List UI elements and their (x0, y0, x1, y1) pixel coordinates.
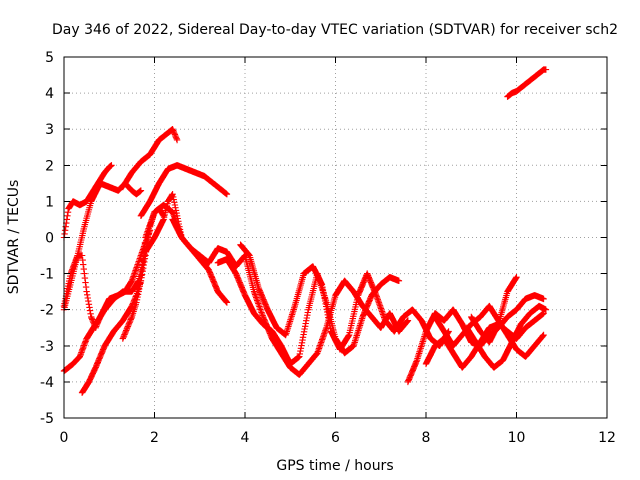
series-track-h (119, 205, 167, 342)
plus-markers (119, 126, 181, 191)
data-series (60, 66, 550, 396)
plus-markers (431, 302, 547, 360)
chart-title: Day 346 of 2022, Sidereal Day-to-day VTE… (52, 22, 618, 38)
series-track-c (119, 126, 181, 191)
plus-markers (137, 162, 231, 219)
y-tick-label: 5 (45, 50, 54, 66)
y-tick-label: 1 (45, 194, 54, 210)
y-tick-label: 3 (45, 122, 54, 138)
x-tick-label: 12 (598, 430, 616, 446)
plus-markers (60, 191, 185, 375)
plus-markers (504, 66, 550, 100)
series-track-o (463, 302, 550, 371)
y-tick-label: -2 (40, 303, 54, 319)
y-tick-label: -1 (40, 267, 54, 283)
series-track-p (468, 274, 520, 346)
plus-markers (468, 274, 520, 346)
y-tick-label: -5 (40, 411, 54, 427)
series-track-n (431, 302, 547, 360)
x-tick-label: 6 (331, 430, 340, 446)
x-tick-label: 2 (150, 430, 159, 446)
x-tick-label: 4 (241, 430, 250, 446)
x-axis-label: GPS time / hours (276, 458, 393, 474)
y-axis-label: SDTVAR / TECUs (6, 180, 22, 295)
plus-markers (463, 302, 550, 371)
y-tick-label: 4 (45, 86, 54, 102)
x-tick-label: 8 (422, 430, 431, 446)
y-tick-label: 0 (45, 231, 54, 247)
plus-markers (119, 205, 167, 342)
y-tick-label: -4 (40, 375, 54, 391)
y-tick-label: 2 (45, 158, 54, 174)
series-track-d (137, 162, 231, 219)
series-track-q (504, 66, 550, 100)
x-tick-label: 10 (508, 430, 526, 446)
y-tick-label: -3 (40, 339, 54, 355)
series-track-e (60, 191, 185, 375)
x-tick-label: 0 (60, 430, 69, 446)
